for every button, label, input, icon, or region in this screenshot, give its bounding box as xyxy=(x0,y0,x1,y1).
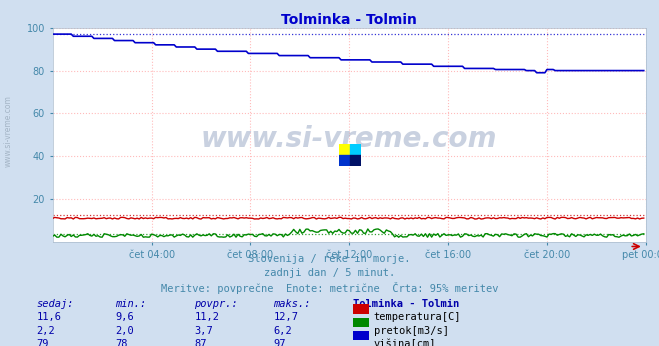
Text: 12,7: 12,7 xyxy=(273,312,299,322)
Text: sedaj:: sedaj: xyxy=(36,299,74,309)
Title: Tolminka - Tolmin: Tolminka - Tolmin xyxy=(281,12,417,27)
Text: www.si-vreme.com: www.si-vreme.com xyxy=(201,125,498,153)
Bar xyxy=(351,155,361,166)
Text: 2,0: 2,0 xyxy=(115,326,134,336)
Text: višina[cm]: višina[cm] xyxy=(374,339,436,346)
Bar xyxy=(339,155,351,166)
Text: 79: 79 xyxy=(36,339,49,346)
Text: 11,6: 11,6 xyxy=(36,312,61,322)
Text: 97: 97 xyxy=(273,339,286,346)
Bar xyxy=(351,144,361,155)
Text: 6,2: 6,2 xyxy=(273,326,292,336)
Bar xyxy=(339,144,351,155)
Text: maks.:: maks.: xyxy=(273,299,311,309)
Text: Meritve: povprečne  Enote: metrične  Črta: 95% meritev: Meritve: povprečne Enote: metrične Črta:… xyxy=(161,282,498,294)
Text: min.:: min.: xyxy=(115,299,146,309)
Text: pretok[m3/s]: pretok[m3/s] xyxy=(374,326,449,336)
Text: 9,6: 9,6 xyxy=(115,312,134,322)
Text: 87: 87 xyxy=(194,339,207,346)
Text: 78: 78 xyxy=(115,339,128,346)
Text: Slovenija / reke in morje.: Slovenija / reke in morje. xyxy=(248,254,411,264)
Text: Tolminka - Tolmin: Tolminka - Tolmin xyxy=(353,299,459,309)
Text: temperatura[C]: temperatura[C] xyxy=(374,312,461,322)
Text: povpr.:: povpr.: xyxy=(194,299,238,309)
Text: zadnji dan / 5 minut.: zadnji dan / 5 minut. xyxy=(264,268,395,278)
Text: 11,2: 11,2 xyxy=(194,312,219,322)
Text: 3,7: 3,7 xyxy=(194,326,213,336)
Text: www.si-vreme.com: www.si-vreme.com xyxy=(3,95,13,167)
Text: 2,2: 2,2 xyxy=(36,326,55,336)
